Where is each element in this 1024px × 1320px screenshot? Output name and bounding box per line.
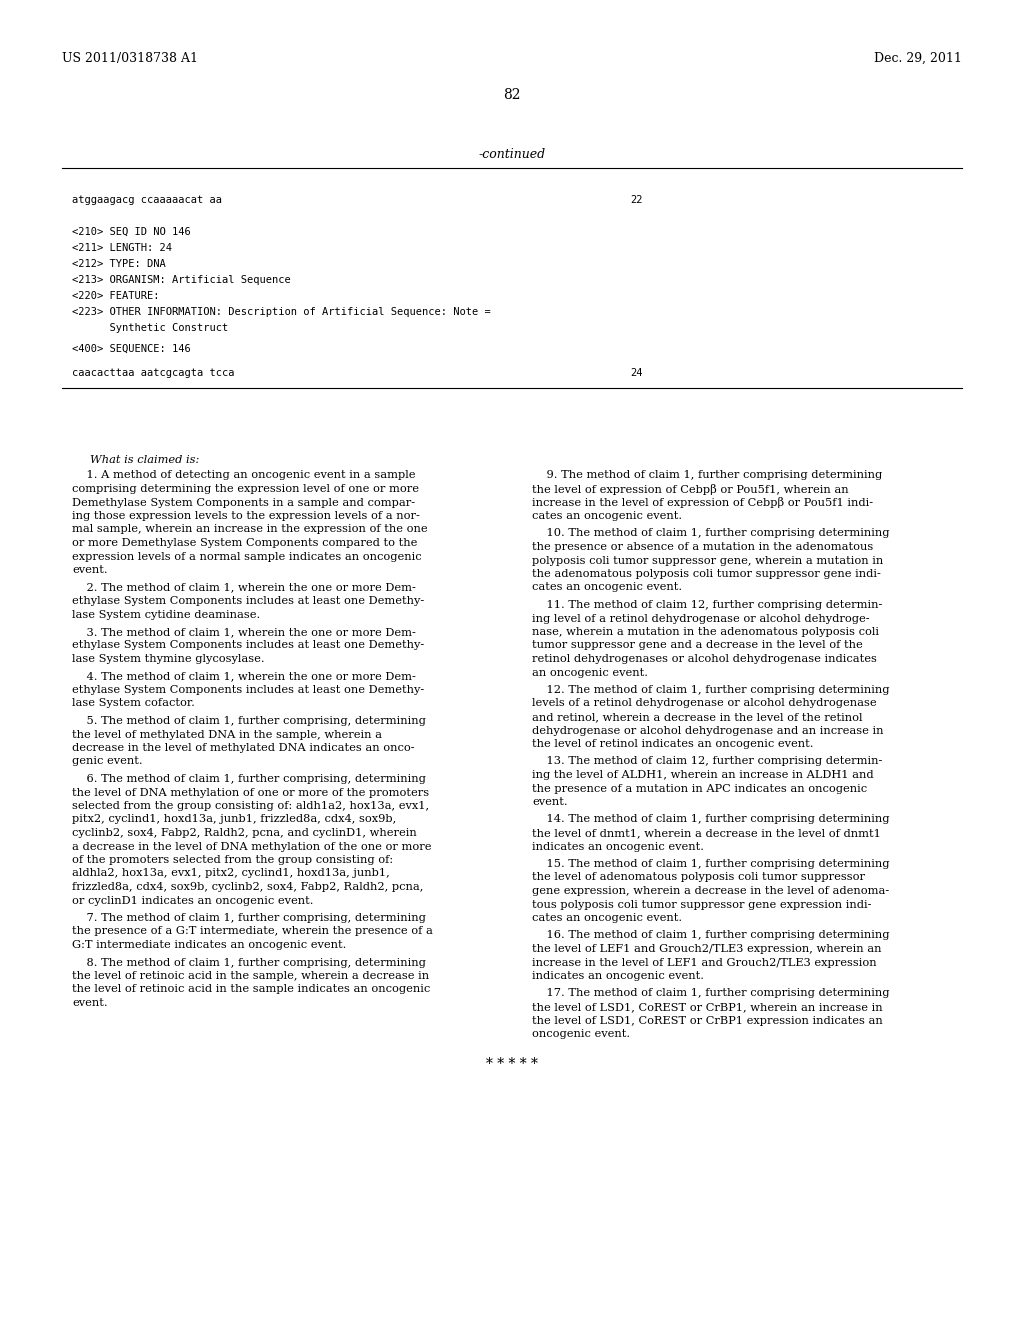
Text: lase System cofactor.: lase System cofactor. — [72, 698, 195, 709]
Text: indicates an oncogenic event.: indicates an oncogenic event. — [532, 972, 705, 981]
Text: the adenomatous polyposis coli tumor suppressor gene indi-: the adenomatous polyposis coli tumor sup… — [532, 569, 881, 579]
Text: 3. The method of claim 1, wherein the one or more Dem-: 3. The method of claim 1, wherein the on… — [72, 627, 416, 638]
Text: -continued: -continued — [478, 148, 546, 161]
Text: <220> FEATURE:: <220> FEATURE: — [72, 290, 160, 301]
Text: Dec. 29, 2011: Dec. 29, 2011 — [874, 51, 962, 65]
Text: the level of LEF1 and Grouch2/TLE3 expression, wherein an: the level of LEF1 and Grouch2/TLE3 expre… — [532, 944, 882, 954]
Text: 2. The method of claim 1, wherein the one or more Dem-: 2. The method of claim 1, wherein the on… — [72, 582, 416, 593]
Text: tous polyposis coli tumor suppressor gene expression indi-: tous polyposis coli tumor suppressor gen… — [532, 899, 871, 909]
Text: frizzled8a, cdx4, sox9b, cyclinb2, sox4, Fabp2, Raldh2, pcna,: frizzled8a, cdx4, sox9b, cyclinb2, sox4,… — [72, 882, 423, 892]
Text: the level of retinoic acid in the sample, wherein a decrease in: the level of retinoic acid in the sample… — [72, 972, 429, 981]
Text: 14. The method of claim 1, further comprising determining: 14. The method of claim 1, further compr… — [532, 814, 890, 825]
Text: decrease in the level of methylated DNA indicates an onco-: decrease in the level of methylated DNA … — [72, 743, 415, 752]
Text: nase, wherein a mutation in the adenomatous polyposis coli: nase, wherein a mutation in the adenomat… — [532, 627, 879, 638]
Text: mal sample, wherein an increase in the expression of the one: mal sample, wherein an increase in the e… — [72, 524, 428, 535]
Text: the presence or absence of a mutation in the adenomatous: the presence or absence of a mutation in… — [532, 543, 873, 552]
Text: levels of a retinol dehydrogenase or alcohol dehydrogenase: levels of a retinol dehydrogenase or alc… — [532, 698, 877, 709]
Text: the level of LSD1, CoREST or CrBP1, wherein an increase in: the level of LSD1, CoREST or CrBP1, wher… — [532, 1002, 883, 1012]
Text: expression levels of a normal sample indicates an oncogenic: expression levels of a normal sample ind… — [72, 552, 422, 561]
Text: the presence of a mutation in APC indicates an oncogenic: the presence of a mutation in APC indica… — [532, 784, 867, 793]
Text: the level of dnmt1, wherein a decrease in the level of dnmt1: the level of dnmt1, wherein a decrease i… — [532, 828, 881, 838]
Text: comprising determining the expression level of one or more: comprising determining the expression le… — [72, 484, 419, 494]
Text: <211> LENGTH: 24: <211> LENGTH: 24 — [72, 243, 172, 253]
Text: tumor suppressor gene and a decrease in the level of the: tumor suppressor gene and a decrease in … — [532, 640, 863, 651]
Text: <210> SEQ ID NO 146: <210> SEQ ID NO 146 — [72, 227, 190, 238]
Text: caacacttaa aatcgcagta tcca: caacacttaa aatcgcagta tcca — [72, 368, 234, 378]
Text: aldhla2, hox13a, evx1, pitx2, cyclind1, hoxd13a, junb1,: aldhla2, hox13a, evx1, pitx2, cyclind1, … — [72, 869, 390, 879]
Text: increase in the level of LEF1 and Grouch2/TLE3 expression: increase in the level of LEF1 and Grouch… — [532, 957, 877, 968]
Text: 17. The method of claim 1, further comprising determining: 17. The method of claim 1, further compr… — [532, 989, 890, 998]
Text: a decrease in the level of DNA methylation of the one or more: a decrease in the level of DNA methylati… — [72, 842, 431, 851]
Text: pitx2, cyclind1, hoxd13a, junb1, frizzled8a, cdx4, sox9b,: pitx2, cyclind1, hoxd13a, junb1, frizzle… — [72, 814, 396, 825]
Text: selected from the group consisting of: aldh1a2, hox13a, evx1,: selected from the group consisting of: a… — [72, 801, 429, 810]
Text: polyposis coli tumor suppressor gene, wherein a mutation in: polyposis coli tumor suppressor gene, wh… — [532, 556, 884, 565]
Text: US 2011/0318738 A1: US 2011/0318738 A1 — [62, 51, 198, 65]
Text: event.: event. — [72, 565, 108, 576]
Text: dehydrogenase or alcohol dehydrogenase and an increase in: dehydrogenase or alcohol dehydrogenase a… — [532, 726, 884, 735]
Text: 24: 24 — [630, 368, 642, 378]
Text: 6. The method of claim 1, further comprising, determining: 6. The method of claim 1, further compri… — [72, 774, 426, 784]
Text: 22: 22 — [630, 195, 642, 205]
Text: <213> ORGANISM: Artificial Sequence: <213> ORGANISM: Artificial Sequence — [72, 275, 291, 285]
Text: event.: event. — [72, 998, 108, 1008]
Text: 4. The method of claim 1, wherein the one or more Dem-: 4. The method of claim 1, wherein the on… — [72, 672, 416, 681]
Text: cates an oncogenic event.: cates an oncogenic event. — [532, 582, 682, 593]
Text: 5. The method of claim 1, further comprising, determining: 5. The method of claim 1, further compri… — [72, 715, 426, 726]
Text: or more Demethylase System Components compared to the: or more Demethylase System Components co… — [72, 539, 418, 548]
Text: the presence of a G:T intermediate, wherein the presence of a: the presence of a G:T intermediate, wher… — [72, 927, 433, 936]
Text: of the promoters selected from the group consisting of:: of the promoters selected from the group… — [72, 855, 393, 865]
Text: or cyclinD1 indicates an oncogenic event.: or cyclinD1 indicates an oncogenic event… — [72, 895, 313, 906]
Text: Synthetic Construct: Synthetic Construct — [72, 323, 228, 333]
Text: Demethylase System Components in a sample and compar-: Demethylase System Components in a sampl… — [72, 498, 415, 507]
Text: event.: event. — [532, 797, 567, 807]
Text: 10. The method of claim 1, further comprising determining: 10. The method of claim 1, further compr… — [532, 528, 890, 539]
Text: 11. The method of claim 12, further comprising determin-: 11. The method of claim 12, further comp… — [532, 601, 883, 610]
Text: cates an oncogenic event.: cates an oncogenic event. — [532, 511, 682, 521]
Text: G:T intermediate indicates an oncogenic event.: G:T intermediate indicates an oncogenic … — [72, 940, 346, 950]
Text: the level of DNA methylation of one or more of the promoters: the level of DNA methylation of one or m… — [72, 788, 429, 797]
Text: 9. The method of claim 1, further comprising determining: 9. The method of claim 1, further compri… — [532, 470, 883, 480]
Text: 12. The method of claim 1, further comprising determining: 12. The method of claim 1, further compr… — [532, 685, 890, 696]
Text: the level of LSD1, CoREST or CrBP1 expression indicates an: the level of LSD1, CoREST or CrBP1 expre… — [532, 1015, 883, 1026]
Text: 82: 82 — [503, 88, 521, 102]
Text: increase in the level of expression of Cebpβ or Pou5f1 indi-: increase in the level of expression of C… — [532, 498, 873, 508]
Text: lase System thymine glycosylase.: lase System thymine glycosylase. — [72, 653, 264, 664]
Text: genic event.: genic event. — [72, 756, 142, 767]
Text: 1. A method of detecting an oncogenic event in a sample: 1. A method of detecting an oncogenic ev… — [72, 470, 416, 480]
Text: indicates an oncogenic event.: indicates an oncogenic event. — [532, 842, 705, 851]
Text: cyclinb2, sox4, Fabp2, Raldh2, pcna, and cyclinD1, wherein: cyclinb2, sox4, Fabp2, Raldh2, pcna, and… — [72, 828, 417, 838]
Text: cates an oncogenic event.: cates an oncogenic event. — [532, 913, 682, 923]
Text: 7. The method of claim 1, further comprising, determining: 7. The method of claim 1, further compri… — [72, 913, 426, 923]
Text: 13. The method of claim 12, further comprising determin-: 13. The method of claim 12, further comp… — [532, 756, 883, 767]
Text: lase System cytidine deaminase.: lase System cytidine deaminase. — [72, 610, 260, 619]
Text: ing those expression levels to the expression levels of a nor-: ing those expression levels to the expre… — [72, 511, 420, 521]
Text: an oncogenic event.: an oncogenic event. — [532, 668, 648, 677]
Text: 15. The method of claim 1, further comprising determining: 15. The method of claim 1, further compr… — [532, 859, 890, 869]
Text: the level of expression of Cebpβ or Pou5f1, wherein an: the level of expression of Cebpβ or Pou5… — [532, 484, 849, 495]
Text: ethylase System Components includes at least one Demethy-: ethylase System Components includes at l… — [72, 685, 424, 696]
Text: ethylase System Components includes at least one Demethy-: ethylase System Components includes at l… — [72, 597, 424, 606]
Text: <223> OTHER INFORMATION: Description of Artificial Sequence: Note =: <223> OTHER INFORMATION: Description of … — [72, 308, 490, 317]
Text: the level of retinol indicates an oncogenic event.: the level of retinol indicates an oncoge… — [532, 739, 813, 748]
Text: 8. The method of claim 1, further comprising, determining: 8. The method of claim 1, further compri… — [72, 957, 426, 968]
Text: <212> TYPE: DNA: <212> TYPE: DNA — [72, 259, 166, 269]
Text: * * * * *: * * * * * — [486, 1056, 538, 1071]
Text: the level of retinoic acid in the sample indicates an oncogenic: the level of retinoic acid in the sample… — [72, 985, 430, 994]
Text: and retinol, wherein a decrease in the level of the retinol: and retinol, wherein a decrease in the l… — [532, 711, 862, 722]
Text: gene expression, wherein a decrease in the level of adenoma-: gene expression, wherein a decrease in t… — [532, 886, 889, 896]
Text: oncogenic event.: oncogenic event. — [532, 1030, 630, 1039]
Text: the level of adenomatous polyposis coli tumor suppressor: the level of adenomatous polyposis coli … — [532, 873, 865, 883]
Text: the level of methylated DNA in the sample, wherein a: the level of methylated DNA in the sampl… — [72, 730, 382, 739]
Text: ing level of a retinol dehydrogenase or alcohol dehydroge-: ing level of a retinol dehydrogenase or … — [532, 614, 869, 623]
Text: 16. The method of claim 1, further comprising determining: 16. The method of claim 1, further compr… — [532, 931, 890, 940]
Text: ing the level of ALDH1, wherein an increase in ALDH1 and: ing the level of ALDH1, wherein an incre… — [532, 770, 873, 780]
Text: ethylase System Components includes at least one Demethy-: ethylase System Components includes at l… — [72, 640, 424, 651]
Text: What is claimed is:: What is claimed is: — [90, 455, 200, 465]
Text: <400> SEQUENCE: 146: <400> SEQUENCE: 146 — [72, 343, 190, 354]
Text: atggaagacg ccaaaaacat aa: atggaagacg ccaaaaacat aa — [72, 195, 222, 205]
Text: retinol dehydrogenases or alcohol dehydrogenase indicates: retinol dehydrogenases or alcohol dehydr… — [532, 653, 877, 664]
